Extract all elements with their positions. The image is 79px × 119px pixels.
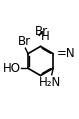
Text: HO: HO bbox=[3, 62, 21, 75]
Text: Br: Br bbox=[18, 35, 31, 48]
Text: H₂N: H₂N bbox=[39, 76, 61, 89]
Text: Br: Br bbox=[35, 25, 48, 38]
Text: H: H bbox=[41, 30, 49, 43]
Text: =N: =N bbox=[57, 47, 76, 60]
